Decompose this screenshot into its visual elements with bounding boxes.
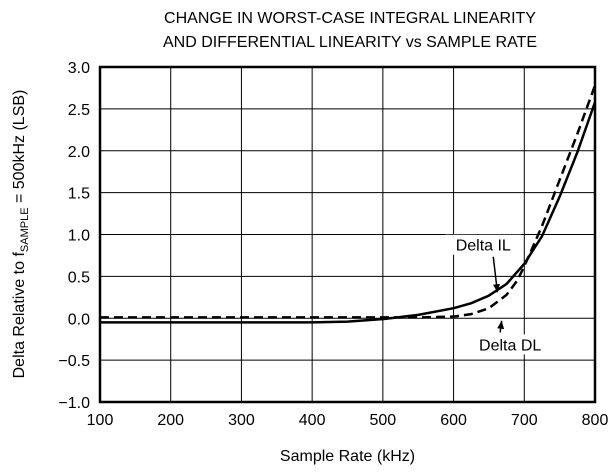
series-line-delta-il bbox=[100, 101, 597, 324]
y-tick-label: 1.5 bbox=[68, 186, 90, 203]
annotation-arrowhead bbox=[497, 320, 505, 330]
x-tick-label: 300 bbox=[228, 412, 255, 429]
annotation-label-background bbox=[472, 334, 549, 355]
y-tick-label: 2.5 bbox=[68, 102, 90, 119]
y-tick-label: 0.5 bbox=[68, 269, 90, 286]
x-tick-label: 700 bbox=[511, 412, 538, 429]
x-tick-label: 200 bbox=[157, 412, 184, 429]
tick-labels: 100 200 300 400 500 600 700 800 −1.0 −0.5 0.0 0.5 1.… bbox=[58, 60, 608, 429]
y-axis-label-subscript: SAMPLE bbox=[19, 207, 31, 252]
x-tick-label: 100 bbox=[87, 412, 114, 429]
y-axis-label-prefix: Delta Relative to f bbox=[11, 252, 28, 379]
series-lines bbox=[100, 84, 597, 324]
y-tick-label: 3.0 bbox=[68, 60, 90, 77]
y-axis-label-suffix: = 500kHz (LSB) bbox=[11, 90, 28, 208]
y-axis-label: Delta Relative to fSAMPLE = 500kHz (LSB) bbox=[11, 90, 31, 379]
annotations: Delta IL Delta DL bbox=[445, 234, 549, 355]
annotation-label-background bbox=[445, 234, 522, 255]
chart-title-line-1: CHANGE IN WORST-CASE INTEGRAL LINEARITY bbox=[164, 10, 536, 27]
x-tick-label: 800 bbox=[582, 412, 609, 429]
x-tick-label: 400 bbox=[299, 412, 326, 429]
x-axis-label: Sample Rate (kHz) bbox=[280, 448, 415, 465]
series-line-delta-dl bbox=[100, 84, 597, 319]
annotation-label: Delta IL bbox=[456, 238, 511, 255]
y-tick-label: 1.0 bbox=[68, 228, 90, 245]
plot-frame bbox=[98, 65, 597, 404]
y-tick-label: 2.0 bbox=[68, 144, 90, 161]
y-tick-label: −0.5 bbox=[58, 353, 90, 370]
chart-title-line-2: AND DIFFERENTIAL LINEARITY vs SAMPLE RAT… bbox=[163, 34, 537, 51]
annotation-label: Delta DL bbox=[479, 337, 541, 354]
y-tick-label: −1.0 bbox=[58, 395, 90, 412]
x-tick-label: 600 bbox=[440, 412, 467, 429]
y-tick-label: 0.0 bbox=[68, 311, 90, 328]
x-tick-label: 500 bbox=[370, 412, 397, 429]
annotation-arrowhead bbox=[493, 283, 500, 293]
